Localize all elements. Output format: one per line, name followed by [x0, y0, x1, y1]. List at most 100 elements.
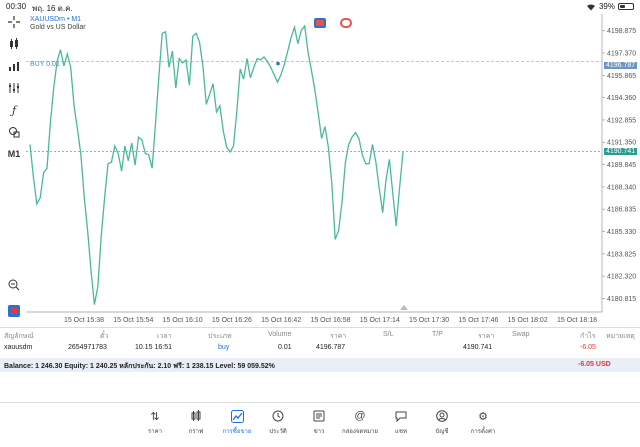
y-tick-label: 4198.875: [607, 28, 636, 35]
x-tick-label: 15 Oct 18:18: [557, 317, 597, 324]
zoom-icon[interactable]: [6, 277, 22, 293]
row-current-price: 4190.741: [463, 344, 493, 351]
price-chart[interactable]: 4198.875 4197.370 4195.865 4194.360 4192.855…: [26, 14, 640, 329]
x-tick-label: 15 Oct 17:30: [409, 317, 449, 324]
candles-icon[interactable]: [6, 36, 22, 52]
tab-label: กราฟ: [188, 429, 204, 435]
x-tick-label: 15 Oct 17:14: [360, 317, 400, 324]
settings-icon: ⚙: [478, 410, 488, 423]
col-ticket: ตั๋ว: [100, 333, 109, 340]
quotes-icon: ⇅: [150, 410, 160, 423]
symbol-description: Gold vs US Dollar: [30, 24, 86, 31]
chart-toolbar: ƒ M1: [0, 14, 26, 329]
chart-quick-buttons: [314, 18, 352, 28]
news-icon: [312, 409, 326, 423]
position-row[interactable]: xauusdm 2654971783 10.15 16:51 buy 0.01 …: [0, 341, 640, 357]
bars-icon[interactable]: [6, 58, 22, 74]
col-profit: กำไร: [580, 333, 596, 340]
tab-label: ข่าว: [313, 429, 325, 435]
tab-label: แชท: [395, 429, 407, 435]
y-tick-label: 4195.865: [607, 73, 636, 80]
status-bar: 00:30 พฤ. 16 ต.ค. 39%: [0, 0, 640, 14]
tab-settings[interactable]: ⚙ การตั้งค่า: [468, 409, 498, 436]
x-tick-label: 15 Oct 16:42: [261, 317, 301, 324]
x-tick-label: 15 Oct 15:54: [113, 317, 153, 324]
chat-icon: [394, 409, 408, 423]
row-time: 10.15 16:51: [135, 344, 172, 351]
tab-label: บัญชี: [435, 429, 449, 435]
history-icon: [271, 409, 285, 423]
tab-label: ประวัติ: [269, 429, 287, 435]
one-click-button-icon[interactable]: [314, 18, 326, 28]
row-ticket: 2654971783: [68, 344, 107, 351]
chart-canvas[interactable]: 4198.875 4197.370 4195.865 4194.360 4192.855…: [26, 14, 640, 329]
row-type: buy: [218, 344, 230, 351]
row-profit: -6.05: [580, 344, 596, 351]
tab-chart[interactable]: กราฟ: [181, 409, 211, 436]
clock: 00:30: [6, 2, 27, 11]
objects-icon[interactable]: [6, 124, 22, 140]
y-tick-label: 4186.835: [607, 207, 636, 214]
one-click-trading-icon[interactable]: [6, 303, 22, 319]
col-type: ประเภท: [208, 333, 232, 340]
battery-indicator: 39%: [586, 2, 634, 11]
function-icon[interactable]: ƒ: [11, 103, 17, 117]
bottom-tab-bar: ⇅ ราคา กราฟ การซื้อขาย ประวัติ ข่าว @ กล…: [0, 402, 640, 447]
tab-label: การซื้อขาย: [222, 429, 252, 435]
tab-chat[interactable]: แชท: [386, 409, 416, 436]
y-tick-label: 4192.855: [607, 117, 636, 124]
row-open-price: 4196.787: [316, 344, 346, 351]
indicators-icon[interactable]: [6, 80, 22, 96]
date: พฤ. 16 ต.ค.: [32, 4, 73, 13]
col-symbol: สัญลักษณ์: [4, 333, 34, 340]
col-volume: Volume: [268, 331, 292, 338]
buy-position-label: BUY 0.01: [30, 61, 60, 68]
symbol-title: XAUUSDm • M1: [30, 16, 82, 23]
depth-of-market-icon[interactable]: [340, 18, 352, 28]
y-tick-label: 4189.845: [607, 162, 636, 169]
tab-trade[interactable]: การซื้อขาย: [222, 409, 252, 436]
y-tick-label: 4180.815: [607, 296, 636, 303]
x-tick-label: 15 Oct 15:38: [64, 317, 104, 324]
x-tick-label: 15 Oct 18:02: [508, 317, 548, 324]
x-tick-label: 15 Oct 17:46: [458, 317, 498, 324]
tab-news[interactable]: ข่าว: [304, 409, 334, 436]
col-swap: Swap: [512, 331, 530, 338]
row-volume: 0.01: [278, 344, 292, 351]
col-comment: หมายเหตุ: [606, 333, 635, 340]
chart-icon: [189, 409, 203, 423]
chart-shift-marker: [400, 305, 408, 310]
y-tick-label: 4185.330: [607, 229, 636, 236]
battery-icon: [618, 3, 634, 10]
col-tp: T/P: [432, 331, 443, 338]
tab-quotes[interactable]: ⇅ ราคา: [140, 409, 170, 436]
y-tick-label: 4183.825: [607, 251, 636, 258]
total-profit: -6.05 USD: [578, 361, 611, 368]
tab-label: การตั้งค่า: [470, 429, 496, 435]
col-current-price: ราคา: [478, 333, 495, 340]
tab-label: กล่องจดหมาย: [341, 429, 379, 435]
y-tick-label: 4188.340: [607, 184, 636, 191]
timeframe-button[interactable]: M1: [7, 149, 21, 159]
y-tick-label: 4197.370: [607, 50, 636, 57]
buy-price-badge: 4196.787: [604, 62, 638, 69]
row-symbol: xauusdm: [4, 344, 33, 351]
trade-icon: [230, 409, 244, 423]
col-time: เวลา: [157, 333, 172, 340]
x-tick-label: 15 Oct 16:58: [310, 317, 350, 324]
y-tick-label: 4194.360: [607, 95, 636, 102]
tab-history[interactable]: ประวัติ: [263, 409, 293, 436]
entry-marker: [276, 61, 280, 66]
bid-price-badge: 4190.741: [604, 148, 638, 155]
crosshair-icon[interactable]: [6, 14, 22, 30]
account-icon: [435, 409, 449, 423]
tab-account[interactable]: บัญชี: [427, 409, 457, 436]
y-tick-label: 4191.350: [607, 140, 636, 147]
y-tick-label: 4182.320: [607, 274, 636, 281]
col-open-price: ราคา: [330, 333, 347, 340]
x-tick-label: 15 Oct 16:10: [163, 317, 203, 324]
balance-text: Balance: 1 246.30 Equity: 1 240.25 หลักป…: [4, 363, 275, 370]
price-series-line: [29, 24, 404, 305]
tab-mailbox[interactable]: @ กล่องจดหมาย: [341, 409, 379, 436]
mailbox-icon: @: [354, 410, 366, 422]
